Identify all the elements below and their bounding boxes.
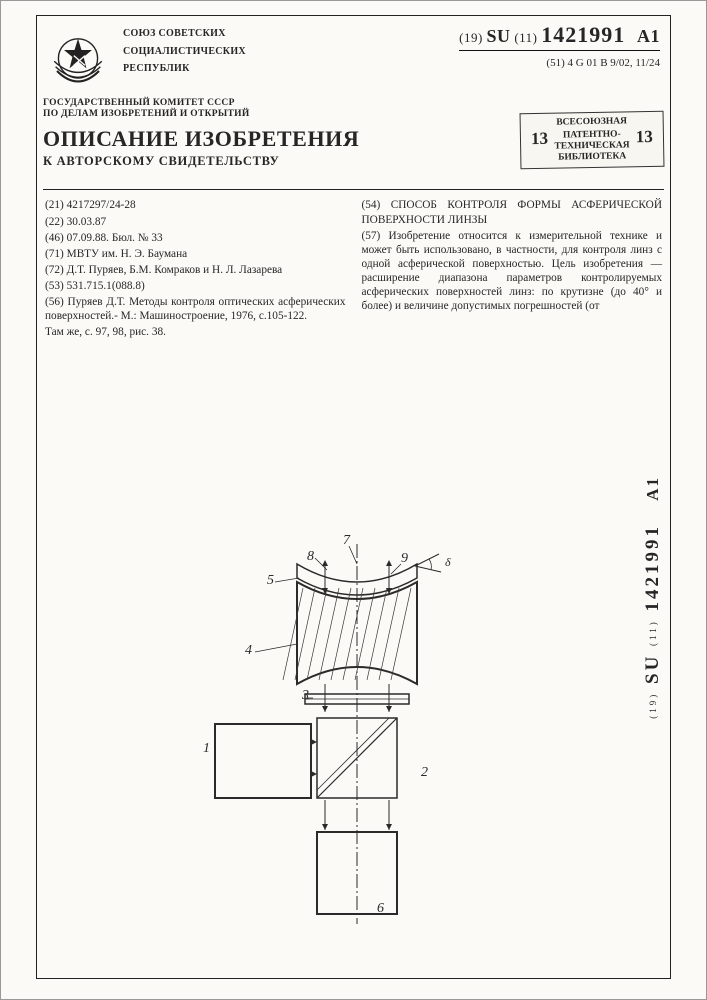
field-72: (72) Д.Т. Пуряев, Б.М. Комраков и Н. Л. … [45,263,346,277]
union-line2: СОЦИАЛИСТИЧЕСКИХ [123,46,246,58]
stamp-num-left: 13 [527,128,552,148]
left-column: (21) 4217297/24-28 (22) 30.03.87 (46) 07… [45,198,346,341]
text-columns: (21) 4217297/24-28 (22) 30.03.87 (46) 07… [37,198,670,341]
library-stamp: ВСЕСОЮЗНАЯ 13 ПАТЕНТНО- ТЕХНИЧЕСКАЯ 13 Б… [520,111,665,169]
divider [43,189,664,190]
union-line1: СОЮЗ СОВЕТСКИХ [123,28,246,40]
side-code11: (11) [648,619,658,646]
code-11: (11) [514,30,537,45]
title-block: ОПИСАНИЕ ИЗОБРЕТЕНИЯ К АВТОРСКОМУ СВИДЕТ… [43,126,359,169]
ussr-emblem-icon [43,22,113,92]
svg-text:6: 6 [377,901,384,916]
field-57: (57) Изобретение относится к измерительн… [362,229,663,314]
svg-text:5: 5 [267,573,274,588]
side-code19: (19) [648,692,658,719]
content-frame: СОЮЗ СОВЕТСКИХ СОЦИАЛИСТИЧЕСКИХ РЕСПУБЛИ… [36,15,671,979]
pub-number: 1421991 [541,22,625,47]
diagram-svg: δ 1 2 3 4 5 6 7 8 9 [157,504,497,944]
ipc-code: G 01 B 9/02, 11/24 [576,57,660,69]
document-subtitle: К АВТОРСКОМУ СВИДЕТЕЛЬСТВУ [43,154,359,169]
kind-code: A1 [629,26,660,46]
svg-text:4: 4 [245,643,252,658]
ipc-label: (51) 4 [546,57,573,69]
field-71: (71) МВТУ им. Н. Э. Баумана [45,247,346,261]
field-21: (21) 4217297/24-28 [45,198,346,212]
header: СОЮЗ СОВЕТСКИХ СОЦИАЛИСТИЧЕСКИХ РЕСПУБЛИ… [37,16,670,92]
code-19: (19) [459,30,483,45]
field-56a: (56) Пуряев Д.Т. Методы контроля оптичес… [45,295,346,323]
publication-number: (19) SU (11) 1421991 A1 (51) 4 G 01 B 9/… [459,22,664,92]
stamp-line2: ПАТЕНТНО- [563,129,621,140]
right-column: (54) СПОСОБ КОНТРОЛЯ ФОРМЫ АСФЕРИЧЕСКОЙ … [362,198,663,341]
committee-line1: ГОСУДАРСТВЕННЫЙ КОМИТЕТ СССР [43,98,670,109]
country-code: SU [487,26,511,46]
svg-text:2: 2 [421,765,428,780]
union-line3: РЕСПУБЛИК [123,63,246,75]
title-row: ОПИСАНИЕ ИЗОБРЕТЕНИЯ К АВТОРСКОМУ СВИДЕТ… [37,122,670,186]
side-kind: A1 [643,476,662,501]
patent-figure: δ 1 2 3 4 5 6 7 8 9 [157,504,497,944]
svg-text:8: 8 [307,549,314,564]
side-su: SU [642,654,663,684]
svg-text:9: 9 [401,551,408,566]
svg-text:3: 3 [301,688,309,703]
page: СОЮЗ СОВЕТСКИХ СОЦИАЛИСТИЧЕСКИХ РЕСПУБЛИ… [0,0,707,1000]
stamp-line3: ТЕХНИЧЕСКАЯ [555,140,630,151]
stamp-num-right: 13 [632,127,657,147]
svg-text:7: 7 [343,533,351,548]
field-56b: Там же, с. 97, 98, рис. 38. [45,325,346,339]
side-num: 1421991 [642,524,663,612]
svg-text:1: 1 [203,741,210,756]
field-46: (46) 07.09.88. Бюл. № 33 [45,231,346,245]
svg-text:δ: δ [445,555,451,569]
document-title: ОПИСАНИЕ ИЗОБРЕТЕНИЯ [43,126,359,152]
field-22: (22) 30.03.87 [45,215,346,229]
field-53: (53) 531.715.1(088.8) [45,279,346,293]
union-text: СОЮЗ СОВЕТСКИХ СОЦИАЛИСТИЧЕСКИХ РЕСПУБЛИ… [123,22,246,92]
field-54: (54) СПОСОБ КОНТРОЛЯ ФОРМЫ АСФЕРИЧЕСКОЙ … [362,198,663,226]
side-pubnum: (19) SU (11) 1421991 A1 [642,476,664,719]
